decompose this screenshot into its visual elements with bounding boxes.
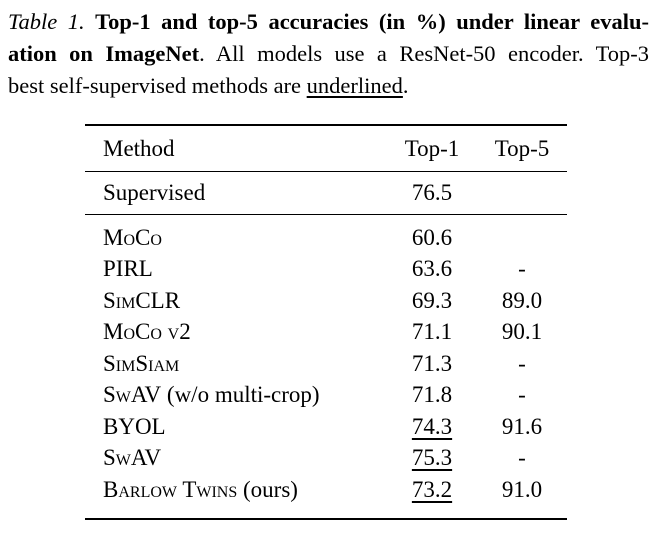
top1-cell: 71.1 xyxy=(387,319,477,345)
top1-cell: 71.8 xyxy=(387,382,477,408)
method-name: MoCo v2 xyxy=(103,319,191,345)
table-row: SwAV (w/o multi-crop) 71.8 - xyxy=(85,380,567,412)
top5-cell: 90.1 xyxy=(501,319,543,345)
method-name: PIRL xyxy=(103,256,153,282)
top1-value: 75.3 xyxy=(411,445,453,471)
caption-line3-pre: best self-supervised methods are xyxy=(8,73,307,98)
method-cell: MoCo v2 xyxy=(103,319,387,345)
table-row: SimSiam 71.3 - xyxy=(85,348,567,380)
table-header-row: Method Top-1 Top-5 xyxy=(85,126,567,172)
results-table: Method Top-1 Top-5 Supervised 76.5 MoCo … xyxy=(85,124,567,520)
method-name: SimSiam xyxy=(103,350,180,376)
top1-cell: 73.2 xyxy=(387,477,477,503)
table-row: SimCLR 69.3 89.0 xyxy=(85,285,567,317)
method-cell: SimSiam xyxy=(103,351,387,377)
top1-cell: 63.6 xyxy=(387,256,477,282)
caption-line3-post: . xyxy=(402,73,409,98)
top1-value: 73.2 xyxy=(411,476,453,502)
caption-line-2: ation on ImageNet. All models use a ResN… xyxy=(8,38,649,70)
method-name: SwAV xyxy=(103,445,162,471)
method-name: BYOL xyxy=(103,413,166,439)
table-row: PIRL 63.6 - xyxy=(85,254,567,286)
method-suffix: (ours) xyxy=(237,476,298,502)
method-name: Barlow Twins xyxy=(103,476,238,502)
column-header-top5: Top-5 xyxy=(494,135,550,161)
column-header-method: Method xyxy=(103,135,175,161)
top1-cell: 71.3 xyxy=(387,351,477,377)
method-name: SwAV xyxy=(103,382,162,408)
caption-title-part1: Top-1 and top-5 accuracies (in %) under … xyxy=(95,9,649,34)
method-cell: MoCo xyxy=(103,225,387,251)
method-cell: SwAV (w/o multi-crop) xyxy=(103,382,387,408)
caption-rest-line2: . All models use a ResNet-50 encoder. To… xyxy=(199,41,650,66)
method-cell: Supervised xyxy=(103,180,206,205)
top1-value: 71.1 xyxy=(411,319,453,345)
method-name: SimCLR xyxy=(103,287,181,313)
top1-cell: 69.3 xyxy=(387,288,477,314)
caption-line-3: best self-supervised methods are underli… xyxy=(8,70,649,102)
table-row: Barlow Twins (ours) 73.2 91.0 xyxy=(85,474,567,506)
top1-cell: 60.6 xyxy=(387,225,477,251)
top5-cell: - xyxy=(518,445,526,471)
table-caption: Table 1. Top-1 and top-5 accuracies (in … xyxy=(8,6,649,102)
top1-cell: 74.3 xyxy=(387,414,477,440)
table-row: SwAV 75.3 - xyxy=(85,443,567,475)
top1-value: 63.6 xyxy=(411,256,453,282)
caption-underlined-word: underlined xyxy=(306,73,403,98)
top1-value: 71.3 xyxy=(411,350,453,376)
top5-cell: 89.0 xyxy=(501,287,543,313)
top1-value: 71.8 xyxy=(411,382,453,408)
table-row-supervised: Supervised 76.5 xyxy=(85,172,567,215)
method-cell: PIRL xyxy=(103,256,387,282)
caption-title-part2: ation on ImageNet xyxy=(8,41,200,66)
top1-value: 69.3 xyxy=(411,287,453,313)
top1-cell: 76.5 xyxy=(411,180,453,205)
caption-table-label: Table 1. xyxy=(8,9,85,34)
method-cell: BYOL xyxy=(103,414,387,440)
table-row: MoCo 60.6 xyxy=(85,222,567,254)
top5-cell: - xyxy=(518,256,526,282)
top1-value: 74.3 xyxy=(411,413,453,439)
top1-value: 60.6 xyxy=(411,224,453,250)
method-cell: SwAV xyxy=(103,445,387,471)
method-name: MoCo xyxy=(103,224,162,250)
method-suffix: (w/o multi-crop) xyxy=(161,382,320,408)
method-cell: Barlow Twins (ours) xyxy=(103,477,387,503)
top5-cell: 91.6 xyxy=(501,413,543,439)
table-body: MoCo 60.6 PIRL 63.6 - SimCLR 69.3 89.0 M… xyxy=(85,215,567,518)
caption-line-1: Table 1. Top-1 and top-5 accuracies (in … xyxy=(8,6,649,38)
table-row: BYOL 74.3 91.6 xyxy=(85,411,567,443)
top5-cell: - xyxy=(518,382,526,408)
top1-cell: 75.3 xyxy=(387,445,477,471)
column-header-top1: Top-1 xyxy=(404,135,460,161)
table-row: MoCo v2 71.1 90.1 xyxy=(85,317,567,349)
method-cell: SimCLR xyxy=(103,288,387,314)
top5-cell: - xyxy=(518,350,526,376)
top5-cell: 91.0 xyxy=(501,476,543,502)
